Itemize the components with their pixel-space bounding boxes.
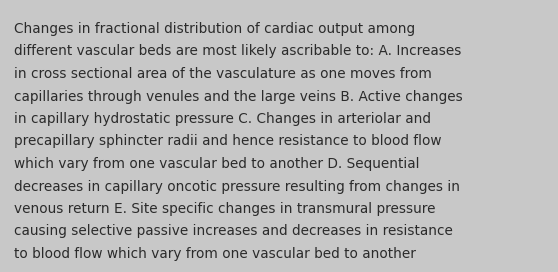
Text: which vary from one vascular bed to another D. Sequential: which vary from one vascular bed to anot… bbox=[14, 157, 420, 171]
Text: causing selective passive increases and decreases in resistance: causing selective passive increases and … bbox=[14, 224, 453, 239]
Text: Changes in fractional distribution of cardiac output among: Changes in fractional distribution of ca… bbox=[14, 22, 415, 36]
Text: capillaries through venules and the large veins B. Active changes: capillaries through venules and the larg… bbox=[14, 89, 463, 104]
Text: in cross sectional area of the vasculature as one moves from: in cross sectional area of the vasculatu… bbox=[14, 67, 432, 81]
Text: different vascular beds are most likely ascribable to: A. Increases: different vascular beds are most likely … bbox=[14, 45, 461, 58]
Text: in capillary hydrostatic pressure C. Changes in arteriolar and: in capillary hydrostatic pressure C. Cha… bbox=[14, 112, 431, 126]
Text: venous return E. Site specific changes in transmural pressure: venous return E. Site specific changes i… bbox=[14, 202, 435, 216]
Text: decreases in capillary oncotic pressure resulting from changes in: decreases in capillary oncotic pressure … bbox=[14, 180, 460, 193]
Text: precapillary sphincter radii and hence resistance to blood flow: precapillary sphincter radii and hence r… bbox=[14, 134, 441, 149]
Text: to blood flow which vary from one vascular bed to another: to blood flow which vary from one vascul… bbox=[14, 247, 416, 261]
